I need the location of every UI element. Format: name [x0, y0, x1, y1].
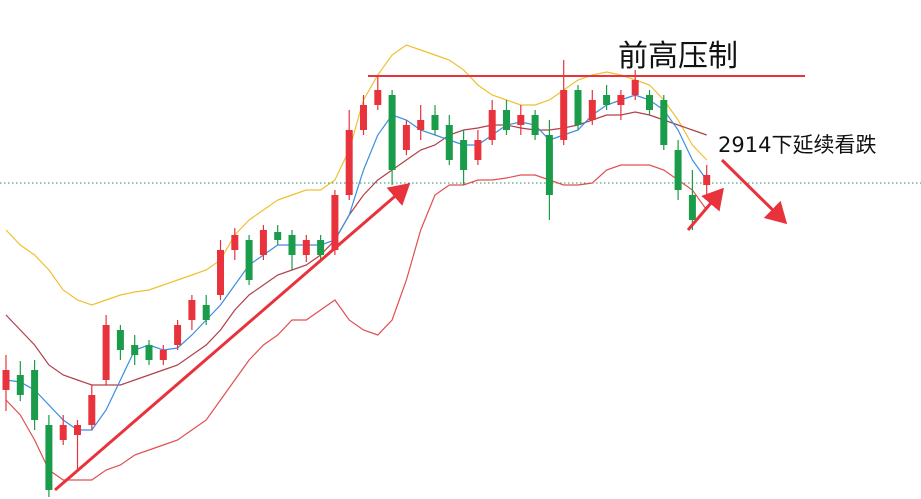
- candle-body: [116, 330, 124, 350]
- candle-body: [102, 325, 110, 380]
- candle-body: [145, 345, 153, 360]
- candle-body: [460, 140, 468, 170]
- candle-body: [174, 325, 182, 345]
- candle-body: [431, 115, 439, 130]
- candle-body: [660, 100, 668, 145]
- candle-body: [503, 110, 510, 130]
- candle-body: [703, 175, 711, 185]
- arrow: [686, 187, 724, 231]
- candle-body: [531, 115, 539, 135]
- candle-body: [159, 350, 167, 360]
- level-label: 2914下延续看跌: [718, 133, 876, 157]
- candle-body: [74, 425, 81, 435]
- indicator-line: [5, 111, 707, 386]
- candle-body: [274, 232, 282, 240]
- candle-body: [202, 305, 210, 320]
- candle-body: [588, 100, 596, 120]
- candle-body: [545, 135, 553, 195]
- candle-body: [288, 235, 296, 255]
- candle-body: [217, 250, 224, 295]
- candle-body: [417, 120, 425, 130]
- candle-body: [574, 90, 582, 125]
- arrow: [54, 183, 411, 492]
- indicator-line: [5, 164, 708, 481]
- candle-body: [474, 140, 482, 160]
- candle-body: [388, 95, 396, 170]
- candle-body: [688, 195, 696, 220]
- candle-body: [603, 95, 611, 105]
- candle-body: [188, 300, 196, 320]
- candle-body: [31, 370, 39, 420]
- arrows: [54, 158, 788, 492]
- candle-body: [445, 125, 453, 160]
- candle-body: [317, 240, 325, 255]
- candle-body: [231, 235, 239, 250]
- candle-body: [488, 110, 496, 140]
- candle-body: [646, 95, 653, 110]
- resistance-label: 前高压制: [618, 39, 738, 74]
- candle-body: [560, 90, 568, 140]
- candle-body: [617, 95, 625, 105]
- candle-body: [631, 80, 639, 95]
- candle-body: [360, 105, 367, 130]
- indicator-line: [5, 94, 708, 431]
- arrow: [720, 158, 788, 225]
- candle-body: [345, 130, 353, 195]
- candle-body: [517, 115, 525, 125]
- plot: [0, 44, 921, 497]
- candle-body: [674, 150, 682, 190]
- candle-body: [131, 345, 139, 355]
- candle-body: [374, 90, 382, 105]
- candle-body: [88, 395, 96, 425]
- candle-body: [16, 375, 24, 395]
- candle-body: [259, 230, 267, 255]
- candle-body: [302, 240, 310, 255]
- candle-body: [59, 425, 67, 440]
- candle-body: [2, 370, 10, 390]
- candle-body: [402, 125, 410, 150]
- candle-body: [245, 240, 253, 280]
- candle-body: [331, 195, 339, 250]
- candle-body: [45, 425, 53, 490]
